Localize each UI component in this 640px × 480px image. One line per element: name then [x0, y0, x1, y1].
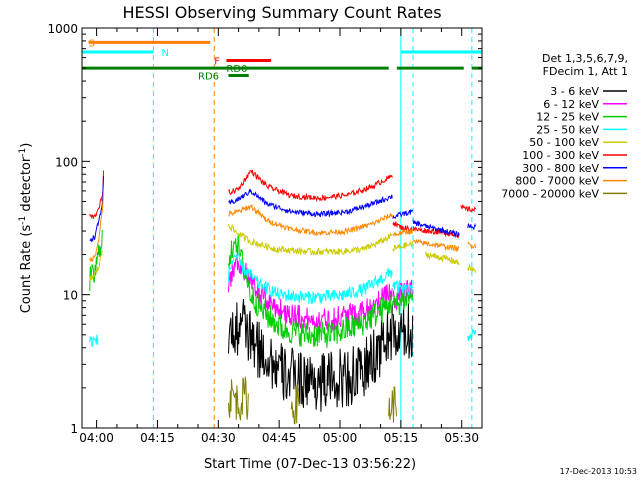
series-line-6-4	[467, 222, 477, 231]
series-line-8-1	[290, 384, 300, 425]
series-line-7-1	[228, 203, 393, 237]
x-axis-label: Start Time (07-Dec-13 03:56:22)	[204, 457, 416, 472]
series-line-2-0	[89, 229, 103, 292]
y-tick-label-3: 1000	[47, 22, 78, 36]
legend-entry-label-1: 6 - 12 keV	[543, 98, 599, 111]
legend-header-detectors: Det 1,3,5,6,7,9,	[542, 52, 628, 65]
plot-frame	[81, 27, 483, 429]
series-line-5-0	[89, 170, 104, 219]
x-tick-label-2: 04:30	[201, 431, 236, 445]
plot-timestamp: 17-Dec-2013 10:53	[560, 467, 637, 476]
series-line-6-3	[412, 219, 460, 238]
series-line-8-2	[388, 386, 397, 423]
chart-title: HESSI Observing Summary Count Rates	[122, 3, 441, 22]
flag-label-f: F	[214, 57, 220, 68]
series-line-4-0	[89, 250, 103, 281]
series-line-6-1	[228, 188, 393, 218]
legend-entry-label-2: 12 - 25 keV	[536, 111, 599, 124]
series-line-2-2	[392, 288, 414, 316]
y-tick-label-0: 1	[70, 422, 78, 436]
series-line-5-3	[460, 203, 477, 213]
series-line-7-4	[467, 241, 477, 250]
x-tick-label-4: 05:00	[323, 431, 358, 445]
series-line-0-1	[392, 303, 414, 359]
series-line-3-1	[228, 252, 393, 305]
flag-label-rd0: RD0	[226, 64, 247, 75]
axes: 04:00 04:15 04:30 04:45 05:00 05:15 05:30 1 10 10…	[47, 22, 482, 445]
legend-entry-label-8: 7000 - 20000 keV	[501, 187, 599, 200]
x-tick-label-6: 05:30	[444, 431, 479, 445]
series-line-4-3	[424, 251, 460, 266]
legend-entry-label-6: 300 - 800 keV	[522, 162, 599, 175]
legend-entry-label-3: 25 - 50 keV	[536, 123, 599, 136]
x-tick-label-3: 04:45	[262, 431, 297, 445]
series-line-8-0	[228, 376, 249, 421]
series-line-7-3	[412, 238, 460, 253]
series-line-4-2	[392, 240, 414, 253]
legend: Det 1,3,5,6,7,9, FDecim 1, Att 1 3 - 6 k…	[501, 52, 628, 200]
series-line-3-3	[467, 329, 477, 341]
legend-header-decimation: FDecim 1, Att 1	[543, 65, 628, 78]
series-line-4-1	[228, 223, 393, 256]
x-tick-label-5: 05:15	[384, 431, 419, 445]
flag-label-rd6: RD6	[198, 72, 219, 83]
series-line-6-2	[392, 208, 414, 220]
flag-bars: S N F RD0 RD6	[82, 38, 482, 83]
legend-entry-label-4: 50 - 100 keV	[529, 136, 599, 149]
series-line-2-1	[228, 234, 393, 348]
x-tick-label-0: 04:00	[79, 431, 114, 445]
series-line-7-2	[392, 228, 414, 238]
series-line-4-4	[467, 263, 477, 273]
series-line-3-2	[392, 279, 414, 297]
data-series	[89, 169, 477, 425]
y-tick-label-2: 100	[55, 155, 78, 169]
legend-entry-label-0: 3 - 6 keV	[550, 85, 599, 98]
series-line-5-1	[228, 169, 393, 203]
y-tick-label-1: 10	[63, 289, 78, 303]
series-line-0-0	[228, 298, 393, 412]
series-line-7-0	[89, 190, 104, 263]
legend-entry-label-7: 800 - 7000 keV	[515, 175, 599, 188]
series-line-3-0	[89, 334, 99, 348]
flag-label-s: S	[88, 38, 94, 49]
legend-entry-label-5: 100 - 300 keV	[522, 149, 599, 162]
y-axis-label: Count Rate (s-1 detector-1)	[18, 143, 34, 314]
flag-label-n: N	[162, 48, 169, 59]
series-line-1-0	[228, 254, 393, 332]
x-tick-label-1: 04:15	[140, 431, 175, 445]
series-line-6-0	[89, 175, 104, 243]
